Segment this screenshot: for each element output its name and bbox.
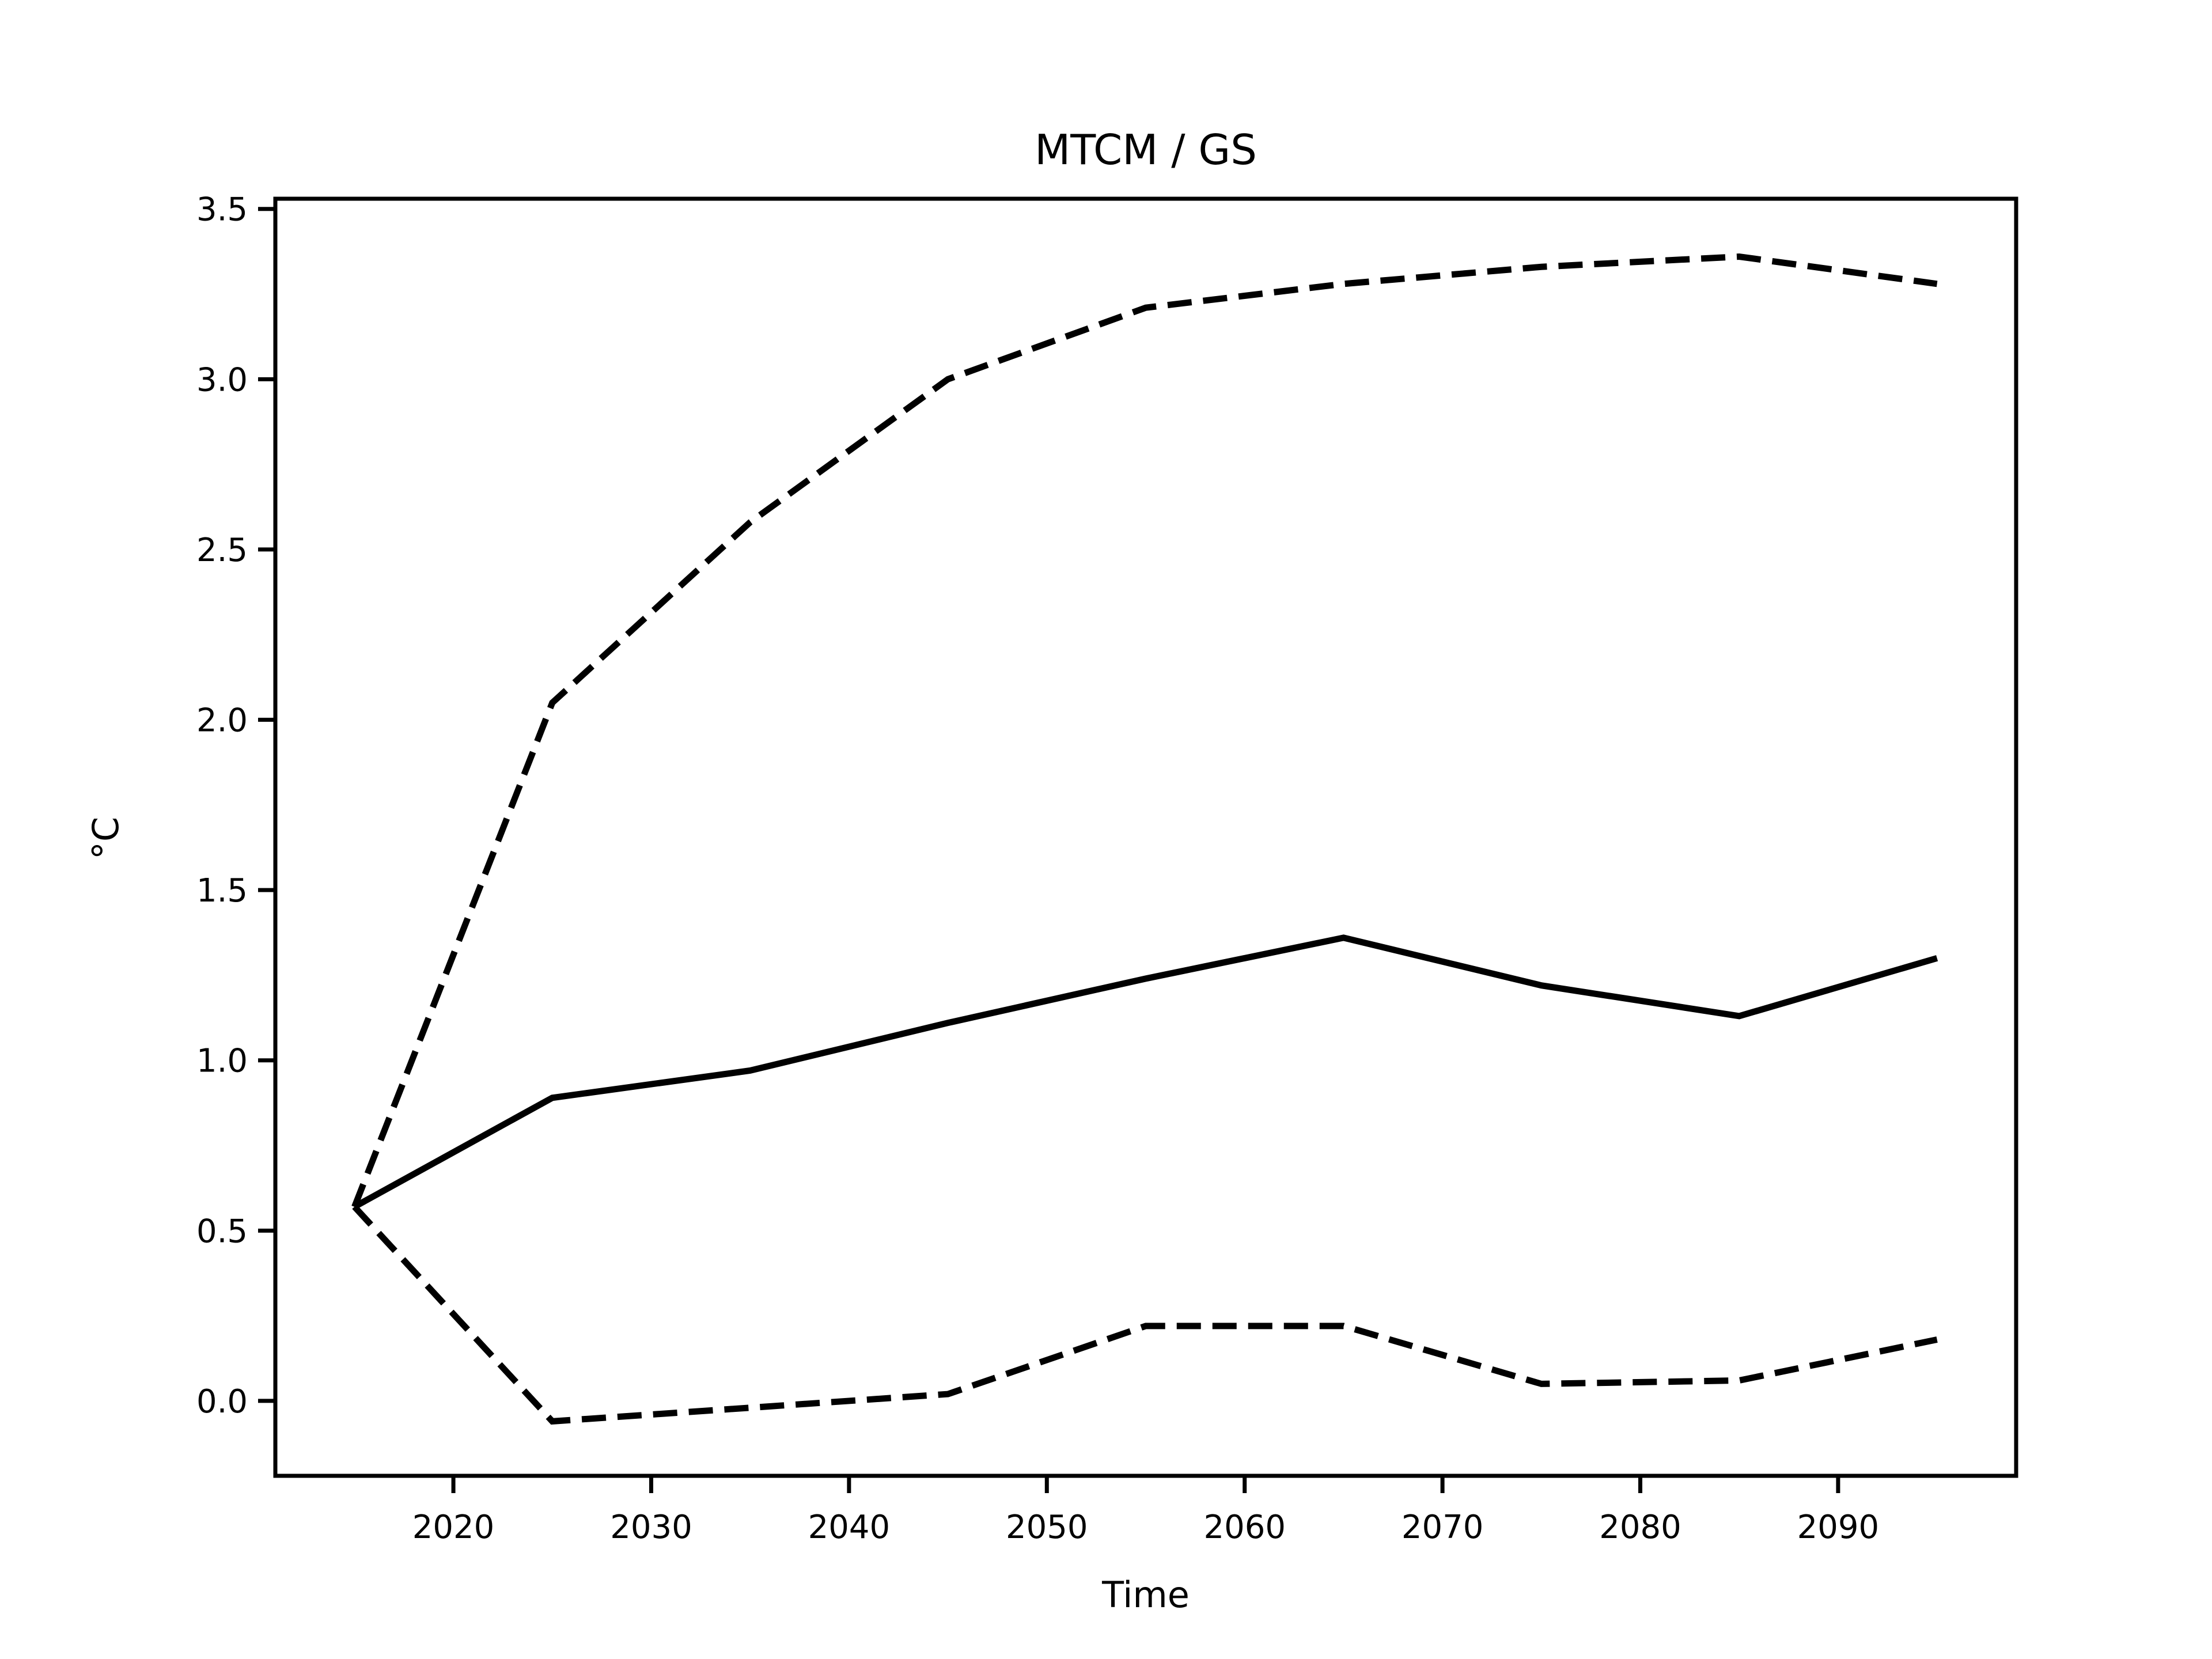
- y-tick-label: 2.5: [196, 532, 248, 569]
- x-tick-label: 2080: [1599, 1509, 1681, 1546]
- y-axis-ticks: 0.0 0.5 1.0 1.5 2.0 2.5 3.0 3.5: [196, 191, 275, 1421]
- y-tick-label: 0.5: [196, 1213, 248, 1250]
- series-lower-bound-line: [352, 1205, 1938, 1425]
- series-group: [351, 253, 1938, 1425]
- x-tick-label: 2020: [412, 1509, 495, 1546]
- x-tick-label: 2090: [1797, 1509, 1880, 1546]
- plot-box-spines: [273, 196, 2018, 1478]
- y-tick-label: 1.5: [196, 872, 248, 910]
- x-tick-label: 2060: [1203, 1509, 1286, 1546]
- y-tick-label: 3.5: [196, 191, 248, 229]
- plot-background: [275, 199, 2016, 1476]
- series-upper-bound-line: [351, 253, 1938, 1208]
- chart-title: MTCM / GS: [1035, 126, 1257, 174]
- y-axis-label: °C: [85, 817, 127, 859]
- x-axis-label: Time: [1101, 1574, 1190, 1616]
- x-tick-label: 2030: [610, 1509, 692, 1546]
- x-tick-label: 2040: [808, 1509, 891, 1546]
- axes-spines: [273, 196, 2018, 1478]
- x-tick-label: 2050: [1006, 1509, 1088, 1546]
- x-tick-label: 2070: [1402, 1509, 1484, 1546]
- y-tick-label: 3.0: [196, 361, 248, 399]
- y-tick-label: 0.0: [196, 1383, 248, 1421]
- y-tick-label: 1.0: [196, 1043, 248, 1080]
- series-mean-line: [353, 934, 1938, 1210]
- y-tick-label: 2.0: [196, 702, 248, 740]
- x-axis-ticks: 2020 2030 2040 2050 2060 2070 2080 2090: [412, 1476, 1879, 1546]
